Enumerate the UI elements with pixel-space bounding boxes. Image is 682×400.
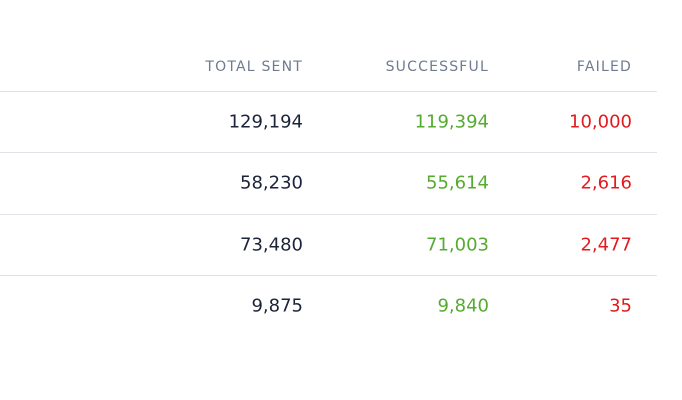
- successful-count: 71,003: [426, 234, 489, 256]
- column-header: FAILED: [576, 59, 632, 75]
- total-sent: 58,230: [240, 172, 303, 194]
- total-sent: 129,194: [228, 111, 303, 133]
- row-divider: [0, 91, 657, 92]
- column-header: TOTAL SENT: [205, 59, 303, 75]
- failed-count: 2,616: [580, 172, 632, 194]
- successful-count: 119,394: [414, 111, 489, 133]
- column-header: SUCCESSFUL: [385, 59, 489, 75]
- total-sent: 9,875: [251, 295, 303, 317]
- failed-count: 35: [609, 295, 632, 317]
- failed-count: 2,477: [580, 234, 632, 256]
- total-sent: 73,480: [240, 234, 303, 256]
- row-divider: [0, 274, 657, 276]
- row-divider: [0, 213, 657, 215]
- row-divider: [0, 152, 657, 154]
- failed-count: 10,000: [569, 111, 632, 133]
- successful-count: 9,840: [437, 295, 489, 317]
- successful-count: 55,614: [426, 172, 489, 194]
